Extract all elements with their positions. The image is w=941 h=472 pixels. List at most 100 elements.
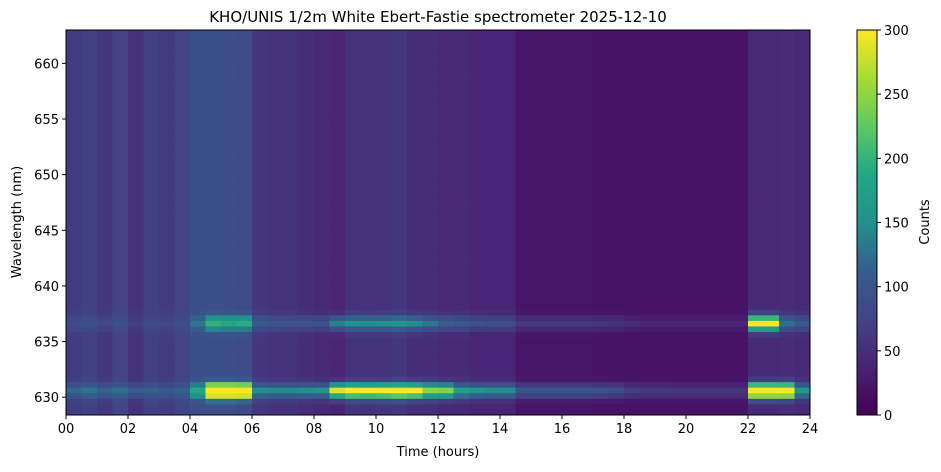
heatmap-cell (376, 114, 392, 121)
heatmap-cell (205, 287, 222, 294)
heatmap-cell (205, 231, 222, 238)
heatmap-cell (81, 409, 98, 416)
heatmap-cell (686, 103, 702, 110)
heatmap-cell (453, 353, 470, 360)
heatmap-cell (298, 325, 315, 333)
heatmap-cell (500, 114, 516, 121)
heatmap-cell (593, 325, 609, 333)
heatmap-cell (453, 214, 470, 221)
heatmap-cell (422, 242, 439, 249)
heatmap-cell (407, 64, 423, 71)
heatmap-cell (267, 309, 284, 316)
heatmap-cell (515, 387, 532, 394)
heatmap-cell (515, 231, 532, 238)
heatmap-cell (391, 136, 408, 143)
heatmap-cell (252, 58, 268, 65)
heatmap-cell (779, 92, 795, 99)
heatmap-cell (453, 136, 470, 143)
heatmap-cell (748, 214, 764, 221)
heatmap-cell (639, 92, 656, 99)
heatmap-cell (577, 337, 594, 344)
heatmap-cell (329, 264, 346, 271)
heatmap-cell (670, 214, 687, 221)
heatmap-cell (283, 376, 299, 383)
heatmap-cell (701, 220, 718, 227)
heatmap-cell (283, 125, 299, 132)
heatmap-cell (779, 131, 795, 138)
heatmap-cell (639, 159, 656, 166)
heatmap-cell (376, 198, 392, 205)
heatmap-cell (639, 337, 656, 344)
heatmap-cell (407, 392, 423, 399)
heatmap-cell (748, 314, 764, 321)
heatmap-cell (205, 398, 222, 405)
heatmap-cell (515, 214, 532, 221)
heatmap-cell (314, 337, 330, 344)
heatmap-cell (81, 81, 98, 88)
heatmap-cell (779, 248, 795, 255)
heatmap-cell (546, 142, 563, 149)
heatmap-cell (298, 192, 315, 199)
heatmap-cell (391, 109, 408, 116)
heatmap-cell (391, 142, 408, 149)
heatmap-cell (221, 109, 237, 116)
heatmap-cell (670, 242, 687, 249)
heatmap-cell (422, 403, 439, 410)
heatmap-cell (562, 342, 578, 349)
heatmap-cell (66, 31, 82, 38)
heatmap-cell (329, 320, 346, 327)
heatmap-cell (391, 181, 408, 188)
heatmap-cell (314, 198, 330, 205)
heatmap-cell (655, 403, 671, 410)
heatmap-cell (298, 92, 315, 99)
heatmap-cell (360, 159, 377, 166)
heatmap-cell (345, 164, 361, 171)
heatmap-cell (66, 342, 82, 349)
heatmap-cell (360, 109, 377, 116)
heatmap-cell (701, 86, 718, 93)
heatmap-cell (159, 292, 175, 299)
heatmap-cell (159, 209, 175, 216)
heatmap-cell (391, 370, 408, 377)
heatmap-cell (174, 81, 191, 88)
heatmap-cell (531, 409, 547, 416)
heatmap-cell (190, 231, 206, 238)
heatmap-cells (66, 30, 811, 416)
heatmap-cell (562, 75, 578, 82)
heatmap-cell (205, 97, 222, 104)
heatmap-cell (763, 36, 780, 43)
heatmap-cell (438, 153, 454, 160)
heatmap-cell (205, 81, 222, 88)
heatmap-cell (252, 231, 268, 238)
heatmap-cell (624, 381, 640, 388)
heatmap-cell (236, 387, 253, 394)
heatmap-cell (298, 147, 315, 155)
heatmap-cell (531, 303, 547, 310)
heatmap-cell (484, 220, 501, 227)
heatmap-cell (794, 231, 811, 238)
heatmap-cell (97, 30, 113, 32)
heatmap-cell (624, 236, 640, 244)
heatmap-cell (453, 203, 470, 210)
heatmap-cell (66, 398, 82, 405)
heatmap-cell (81, 364, 98, 371)
heatmap-cell (484, 281, 501, 288)
heatmap-cell (66, 242, 82, 249)
heatmap-cell (407, 181, 423, 188)
heatmap-cell (112, 381, 129, 388)
heatmap-cell (655, 170, 671, 177)
heatmap-cell (794, 92, 811, 99)
heatmap-cell (174, 170, 191, 177)
heatmap-cell (748, 53, 764, 60)
heatmap-cell (236, 120, 253, 127)
heatmap-cell (500, 36, 516, 43)
heatmap-cell (701, 398, 718, 405)
heatmap-cell (159, 259, 175, 266)
heatmap-cell (608, 298, 625, 305)
heatmap-cell (81, 220, 98, 227)
heatmap-cell (515, 292, 532, 299)
heatmap-cell (732, 325, 749, 333)
heatmap-cell (205, 381, 222, 388)
heatmap-cell (143, 203, 160, 210)
heatmap-cell (66, 42, 82, 49)
